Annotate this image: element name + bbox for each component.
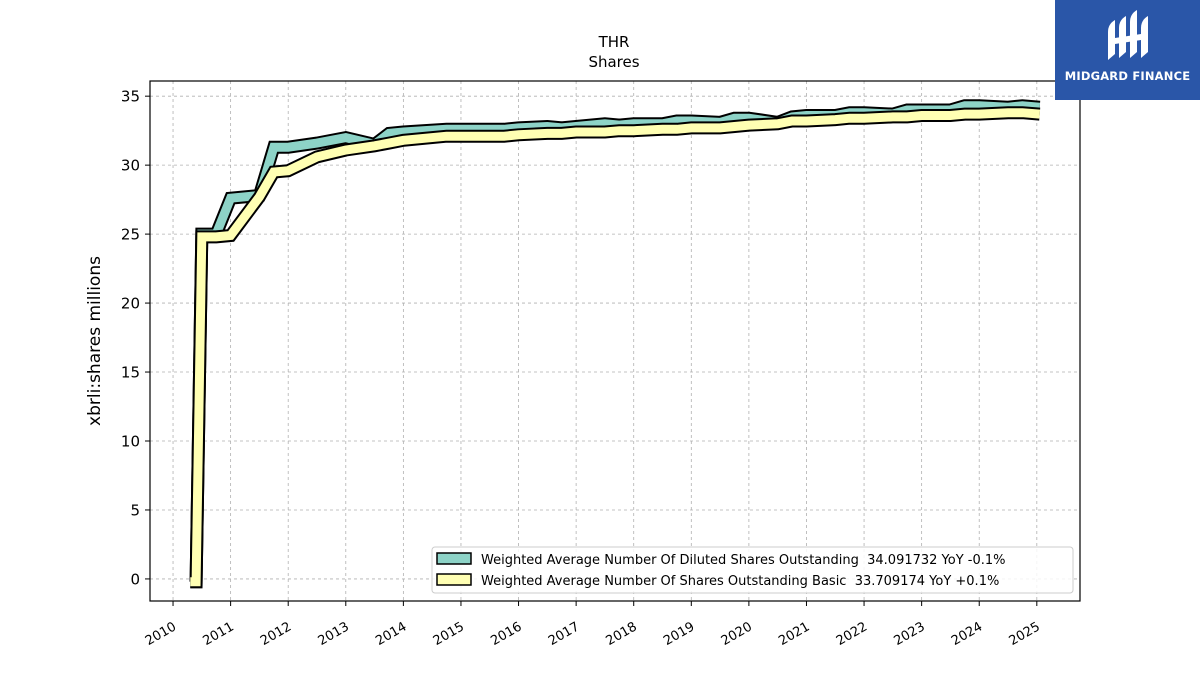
plot-frame — [149, 80, 1081, 602]
midgard-finance-logo: MIDGARD FINANCE — [1055, 0, 1200, 100]
x-tick-label: 2021 — [776, 619, 812, 649]
x-tick-label: 2022 — [834, 619, 870, 649]
x-tick-label: 2023 — [891, 619, 927, 649]
y-tick-label: 0 — [130, 570, 140, 588]
series-group — [189, 99, 1041, 589]
x-tick-label: 2013 — [316, 619, 352, 649]
x-tick-label: 2024 — [949, 619, 985, 649]
y-tick-label: 30 — [121, 157, 140, 175]
y-axis-ticks: 0 5 10 15 20 25 30 35 — [121, 88, 150, 588]
x-tick-label: 2018 — [604, 619, 640, 649]
x-tick-label: 2011 — [200, 619, 236, 649]
y-tick-label: 10 — [121, 433, 140, 451]
grid-lines — [150, 81, 1080, 601]
legend-label-diluted: Weighted Average Number Of Diluted Share… — [481, 553, 1006, 568]
legend-swatch-basic — [436, 573, 472, 586]
x-tick-label: 2020 — [719, 619, 755, 649]
x-tick-label: 2010 — [143, 619, 179, 649]
y-tick-label: 20 — [121, 295, 140, 313]
x-tick-label: 2019 — [661, 619, 697, 649]
series-1-band — [190, 108, 1041, 587]
y-tick-label: 35 — [121, 88, 140, 106]
x-tick-label: 2016 — [488, 619, 524, 649]
chart-subtitle: Shares — [588, 53, 639, 71]
chart-title: THR — [598, 33, 630, 51]
y-tick-label: 25 — [121, 226, 140, 244]
x-tick-label: 2015 — [431, 619, 467, 649]
y-axis-label: xbrli:shares millions — [85, 256, 105, 426]
x-tick-label: 2025 — [1007, 619, 1043, 649]
legend-label-basic: Weighted Average Number Of Shares Outsta… — [481, 574, 999, 589]
x-axis-ticks: 2010 2011 2012 2013 2014 2015 2016 2017 2018 2019… — [143, 601, 1043, 649]
logo-text: MIDGARD FINANCE — [1064, 69, 1191, 83]
legend-swatch-diluted — [436, 552, 472, 565]
y-tick-label: 5 — [130, 501, 140, 519]
legend: Weighted Average Number Of Diluted Share… — [431, 546, 1074, 594]
logo-mark-icon — [1108, 10, 1148, 60]
legend-box — [431, 546, 1074, 594]
x-tick-label: 2017 — [546, 619, 582, 649]
y-tick-label: 15 — [121, 364, 140, 382]
x-tick-label: 2014 — [373, 619, 409, 649]
x-tick-label: 2012 — [258, 619, 294, 649]
series-1-outline — [189, 106, 1041, 589]
